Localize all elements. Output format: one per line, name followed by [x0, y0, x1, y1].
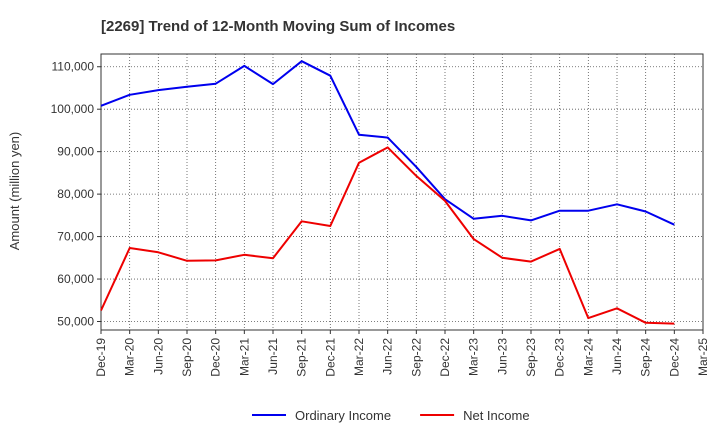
y-tick-label: 60,000: [57, 272, 94, 286]
x-tick-label: Mar-23: [467, 338, 481, 376]
y-tick-label: 90,000: [57, 145, 94, 159]
x-tick-label: Sep-20: [180, 338, 194, 377]
x-tick-label: Mar-25: [696, 338, 710, 376]
x-tick-label: Jun-23: [495, 338, 509, 375]
x-tick-label: Mar-21: [237, 338, 251, 376]
x-tick-label: Dec-23: [553, 338, 567, 377]
x-tick-label: Mar-24: [581, 338, 595, 376]
x-axis-ticks: Dec-19 Mar-20 Jun-20 Sep-20 Dec-20 Mar-21 Jun-…: [94, 330, 710, 377]
x-tick-label: Sep-21: [295, 338, 309, 377]
x-tick-label: Dec-19: [94, 338, 108, 377]
x-tick-label: Jun-24: [610, 338, 624, 375]
y-tick-label: 100,000: [51, 102, 95, 116]
chart-title: [2269] Trend of 12-Month Moving Sum of I…: [101, 18, 455, 35]
x-tick-label: Sep-23: [524, 338, 538, 377]
series-lines: [100, 60, 675, 325]
y-axis-ticks: 50,000 60,000 70,000 80,000 90,000 100,000 110…: [51, 60, 101, 329]
y-tick-label: 70,000: [57, 230, 94, 244]
x-tick-label: Jun-22: [381, 338, 395, 375]
grid-lines: [101, 54, 703, 330]
plot-area: [100, 53, 704, 331]
x-tick-label: Dec-22: [438, 338, 452, 377]
series-line-ordinary-income: [100, 60, 675, 226]
y-tick-label: 80,000: [57, 187, 94, 201]
legend-label: Net Income: [463, 408, 529, 423]
legend: Ordinary Income Net Income: [252, 408, 530, 423]
x-tick-label: Dec-20: [209, 338, 223, 377]
x-tick-label: Dec-21: [323, 338, 337, 377]
x-tick-label: Mar-20: [123, 338, 137, 376]
x-tick-label: Mar-22: [352, 338, 366, 376]
y-tick-label: 110,000: [52, 60, 95, 74]
y-tick-label: 50,000: [57, 315, 94, 329]
x-tick-label: Jun-20: [151, 338, 165, 375]
legend-label: Ordinary Income: [295, 408, 391, 423]
x-tick-label: Sep-22: [409, 338, 423, 377]
y-axis-label: Amount (million yen): [7, 132, 22, 251]
x-tick-label: Jun-21: [266, 338, 280, 375]
x-tick-label: Sep-24: [639, 338, 653, 377]
x-tick-label: Dec-24: [667, 338, 681, 377]
series-line-net-income: [100, 146, 675, 325]
